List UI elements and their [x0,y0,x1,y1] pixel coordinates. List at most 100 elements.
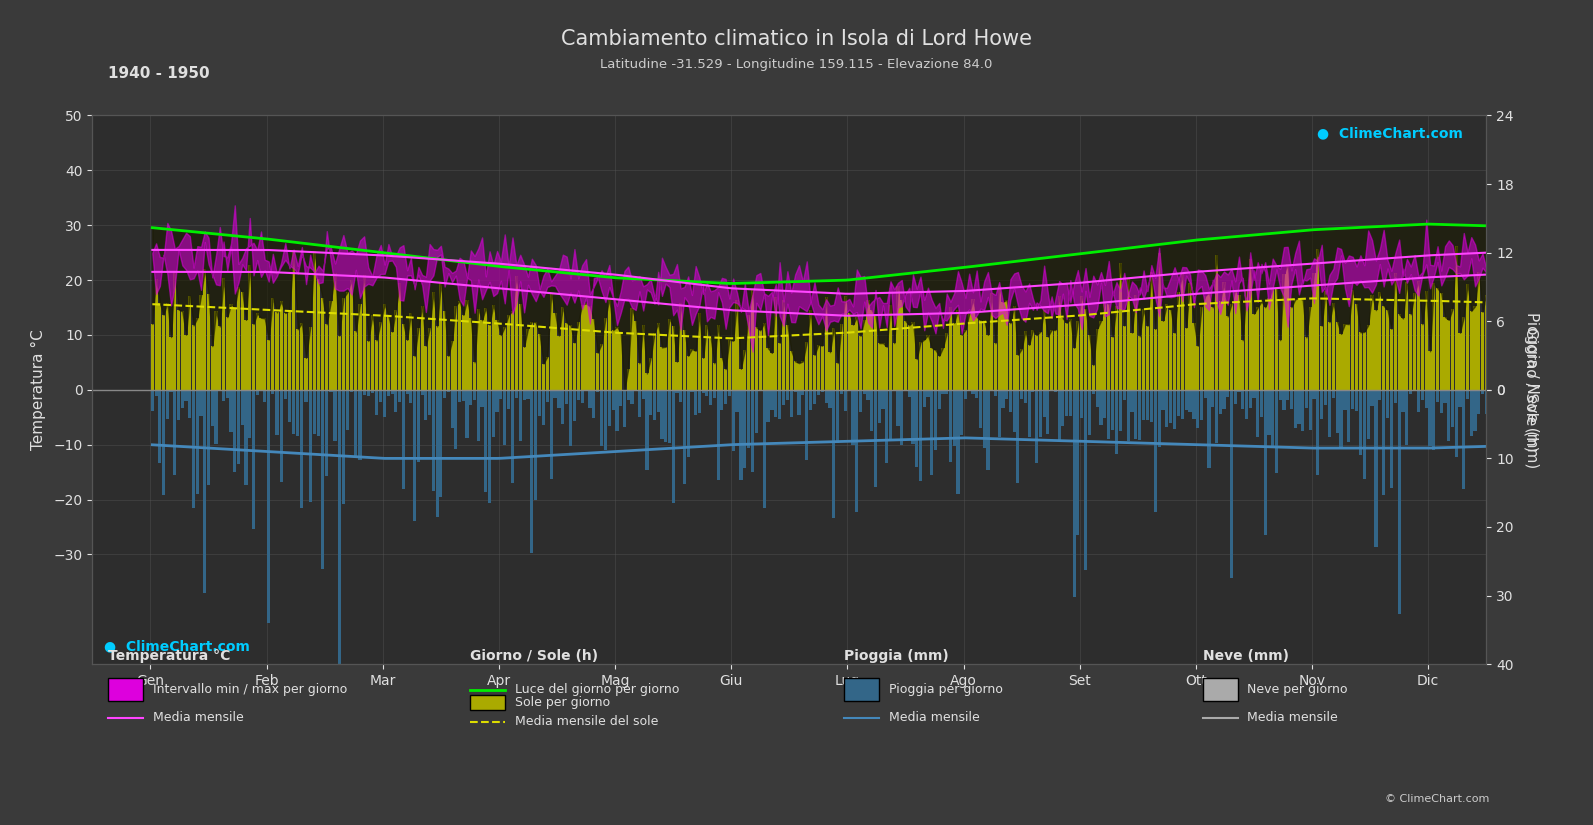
Bar [774,298,777,389]
Bar [1435,389,1438,402]
Bar [188,295,191,389]
Bar [1204,296,1207,389]
Bar [558,389,561,408]
Bar [350,389,354,393]
Bar [844,389,847,411]
Bar [1481,312,1485,389]
Bar [763,323,766,389]
Bar [342,298,346,389]
Bar [507,315,510,389]
Bar [1343,389,1346,410]
Bar [244,389,247,485]
Bar [1047,337,1050,389]
Bar [763,389,766,508]
Bar [550,293,553,389]
Bar [1305,337,1308,389]
Bar [975,389,978,398]
Bar [473,362,476,389]
Bar [309,389,312,502]
Bar [1421,324,1424,389]
Bar [1172,389,1176,429]
Bar [774,389,777,417]
Bar [1080,296,1083,389]
Bar [758,330,761,389]
Bar [193,325,196,389]
Bar [1394,389,1397,403]
Bar [859,336,862,389]
Bar [1343,323,1346,389]
Bar [499,389,502,398]
Bar [1297,389,1300,424]
Bar [279,301,282,389]
Bar [546,389,550,402]
Bar [642,389,645,399]
Bar [1313,272,1316,389]
Bar [1268,389,1271,435]
Bar [945,389,948,394]
Bar [1540,294,1544,389]
Bar [1493,389,1496,400]
Bar [1515,304,1518,389]
Bar [503,327,507,389]
Text: Pioggia (mm): Pioggia (mm) [844,649,949,663]
Bar [731,389,734,450]
Bar [317,389,320,436]
Bar [1271,389,1274,446]
Bar [875,389,878,487]
Bar [1177,292,1180,389]
Bar [949,307,953,389]
Bar [1158,389,1161,447]
Bar [185,335,188,389]
Bar [620,332,623,389]
Bar [717,389,720,480]
Bar [507,389,510,408]
Bar [840,389,843,394]
Bar [196,389,199,494]
Bar [1359,332,1362,389]
Bar [1474,389,1477,431]
Bar [446,389,449,393]
Bar [782,389,785,405]
Bar [1324,291,1327,389]
Bar [1375,389,1378,547]
Bar [728,389,731,396]
Bar [927,389,930,397]
Bar [978,320,981,389]
Bar [221,389,225,401]
Text: Sole per giorno: Sole per giorno [515,696,610,710]
Bar [949,389,953,462]
Bar [1110,337,1114,389]
Bar [687,389,690,457]
Bar [492,304,495,389]
Bar [911,389,914,445]
Bar [941,347,945,389]
Bar [1470,389,1474,436]
Bar [409,389,413,403]
Bar [325,324,328,389]
Bar [499,335,502,389]
Bar [744,350,747,389]
Bar [241,389,244,425]
Bar [809,389,812,411]
Bar [1356,389,1359,412]
Bar [1416,281,1419,389]
Bar [484,308,487,389]
Bar [820,389,824,392]
Bar [1107,389,1110,440]
Bar [1164,304,1168,389]
Text: Temperatura °C: Temperatura °C [108,649,231,663]
Bar [233,389,236,472]
Bar [558,336,561,389]
Bar [585,389,588,391]
Bar [825,297,828,389]
Bar [1104,389,1107,417]
Bar [588,389,591,408]
Bar [709,337,712,389]
Bar [573,389,577,421]
Bar [284,389,287,399]
Bar [1454,389,1458,457]
Bar [530,389,534,554]
Bar [656,389,660,412]
Bar [991,294,994,389]
Bar [1290,307,1294,389]
